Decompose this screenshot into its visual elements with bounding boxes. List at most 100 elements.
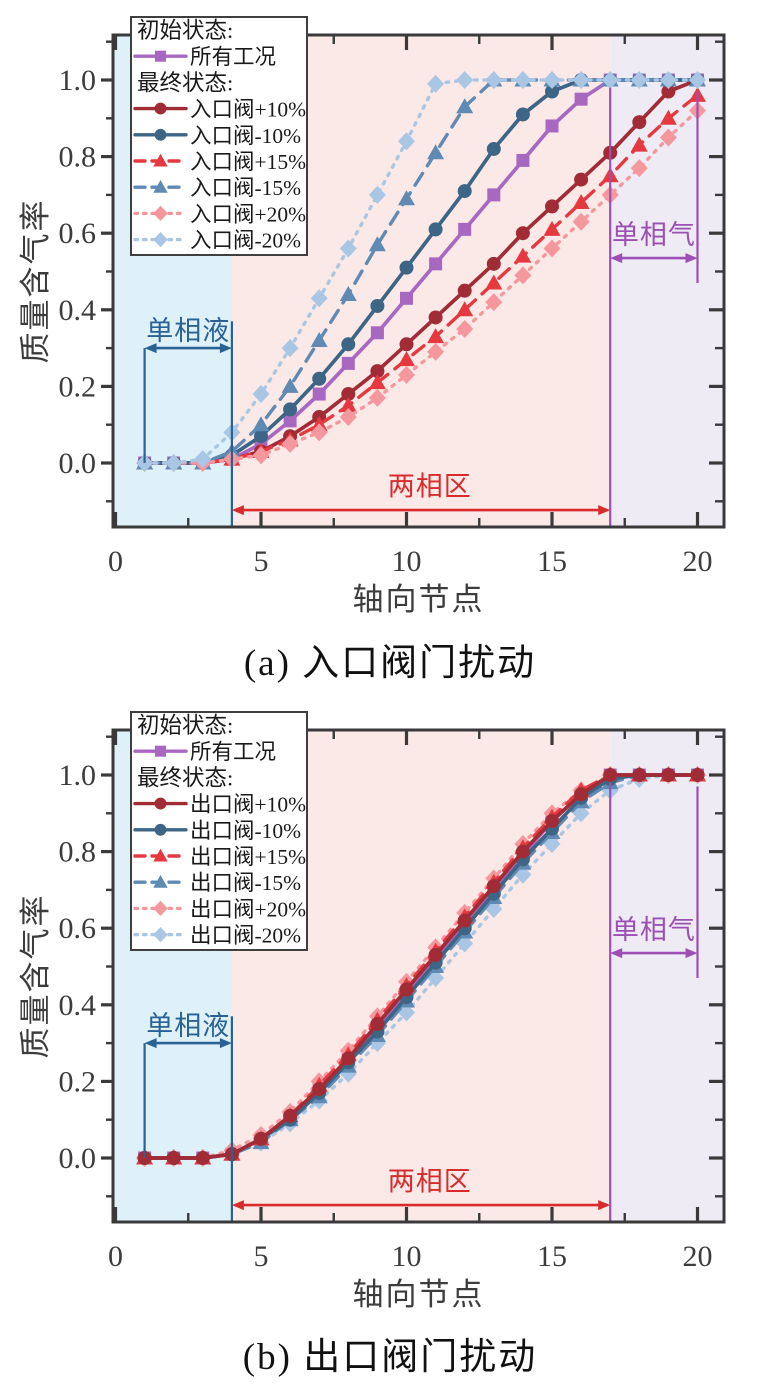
- y-tick-label: 0.4: [59, 294, 97, 327]
- legend-item-inlet-valve-minus-20: 入口阀-20%: [133, 229, 301, 253]
- y-axis-title: 质量含气率: [18, 894, 53, 1059]
- legend-label-inlet-valve-minus-20: 入口阀-20%: [190, 229, 301, 253]
- marker-circle-icon: [428, 948, 443, 963]
- marker-diamond-icon: [659, 128, 677, 147]
- marker-triangle-icon: [427, 328, 445, 344]
- legend-final-header: 最终状态:: [137, 70, 233, 95]
- legend-item-inlet-valve-plus-15: 入口阀+15%: [133, 150, 306, 174]
- marker-diamond-icon: [368, 388, 386, 407]
- y-tick-label: 1.0: [59, 64, 97, 97]
- axes-frame: [111, 33, 726, 529]
- marker-diamond-icon: [543, 71, 561, 89]
- legend-label-initial-all-cases: 所有工况: [190, 45, 276, 69]
- marker-square-icon: [429, 257, 443, 271]
- marker-diamond-icon: [368, 185, 386, 204]
- annotation-single-phase-gas-arrow-left-arrowhead-icon: [610, 948, 623, 959]
- series-inlet-valve-minus-20: [136, 71, 706, 472]
- marker-square-icon: [516, 153, 530, 167]
- legend-item-outlet-valve-minus-20: 出口阀-20%: [133, 924, 301, 948]
- marker-circle-icon: [166, 1151, 181, 1165]
- marker-circle-icon: [341, 1051, 356, 1066]
- y-tick-label: 0.8: [59, 836, 97, 869]
- marker-circle-icon: [399, 982, 414, 997]
- y-tick-label: 0.6: [59, 912, 97, 945]
- marker-circle-icon: [574, 787, 589, 802]
- marker-triangle-icon: [398, 351, 415, 367]
- series-outlet-valve-plus-10: [137, 768, 705, 1165]
- legend-marker-circle-icon: [154, 128, 167, 141]
- marker-diamond-icon: [194, 450, 212, 469]
- y-tick-label: 0.2: [59, 370, 97, 403]
- marker-diamond-icon: [630, 159, 648, 178]
- annotation-single-phase-gas-arrow-right-arrowhead-icon: [685, 948, 698, 959]
- annotation-single-phase-liquid-arrow-right-arrowhead-icon: [219, 343, 232, 354]
- x-tick-label: 0: [108, 1240, 123, 1273]
- marker-triangle-icon: [514, 247, 532, 263]
- annotation-single-phase-gas-arrow-left-arrowhead-icon: [610, 253, 623, 264]
- marker-triangle-icon: [659, 109, 677, 125]
- marker-diamond-icon: [630, 71, 648, 89]
- y-tick-label: 0.0: [59, 447, 97, 480]
- y-tick-label: 1.0: [59, 759, 97, 792]
- marker-diamond-icon: [398, 365, 415, 384]
- marker-triangle-icon: [339, 397, 357, 413]
- marker-circle-icon: [428, 310, 443, 325]
- annotation-single-phase-liquid-arrow-left-arrowhead-icon: [144, 1038, 157, 1049]
- legend-marker-circle-icon: [154, 823, 167, 836]
- y-axis-title: 质量含气率: [18, 199, 53, 364]
- marker-circle-icon: [486, 879, 501, 894]
- marker-circle-icon: [603, 768, 618, 782]
- marker-square-icon: [341, 356, 355, 370]
- legend-item-outlet-valve-plus-15: 出口阀+15%: [133, 845, 306, 869]
- x-tick-label: 5: [254, 545, 269, 578]
- annotation-single-phase-liquid-arrow-left-arrowhead-icon: [144, 343, 157, 354]
- marker-circle-icon: [545, 84, 559, 99]
- marker-diamond-icon: [456, 71, 474, 89]
- x-tick-label: 15: [537, 1240, 567, 1273]
- annotation-two-phase: 两相区: [231, 1167, 611, 1211]
- legend-marker-circle-icon: [154, 797, 167, 810]
- legend-label-inlet-valve-plus-15: 入口阀+15%: [190, 150, 306, 174]
- marker-diamond-icon: [543, 239, 561, 258]
- legend-marker-triangle-icon: [153, 153, 168, 167]
- chart-a-caption: (a) 入口阀门扰动: [243, 643, 537, 684]
- legend-marker-triangle-icon: [153, 179, 168, 193]
- legend-marker-circle-icon: [154, 102, 167, 115]
- legend-initial-header: 初始状态:: [137, 18, 233, 43]
- marker-diamond-icon: [514, 266, 532, 285]
- x-tick-label: 20: [683, 1240, 713, 1273]
- marker-diamond-icon: [339, 239, 357, 258]
- legend-item-inlet-valve-plus-10: 入口阀+10%: [133, 98, 306, 122]
- legend-item-inlet-valve-plus-20: 入口阀+20%: [133, 202, 306, 226]
- x-axis-title: 轴向节点: [353, 1277, 485, 1312]
- marker-diamond-icon: [310, 289, 328, 308]
- y-tick-label: 0.2: [59, 1065, 97, 1098]
- legend-label-outlet-valve-minus-10: 出口阀-10%: [190, 819, 301, 843]
- marker-circle-icon: [195, 1151, 210, 1165]
- marker-triangle-icon: [339, 285, 357, 301]
- x-tick-label: 0: [108, 545, 123, 578]
- marker-circle-icon: [457, 283, 472, 298]
- legend-item-outlet-valve-minus-10: 出口阀-10%: [133, 819, 301, 843]
- annotation-single-phase-gas: 单相气: [609, 782, 699, 1222]
- marker-diamond-icon: [252, 385, 270, 404]
- marker-circle-icon: [312, 1082, 327, 1097]
- legend-label-inlet-valve-plus-20: 入口阀+20%: [190, 202, 306, 226]
- legend-item-outlet-valve-plus-10: 出口阀+10%: [133, 793, 306, 817]
- x-tick-label: 20: [683, 545, 713, 578]
- legend-item-outlet-valve-plus-20: 出口阀+20%: [133, 897, 306, 921]
- marker-diamond-icon: [543, 834, 561, 853]
- marker-circle-icon: [428, 222, 443, 237]
- axis-ticks: [101, 730, 724, 1222]
- marker-triangle-icon: [485, 274, 503, 290]
- legend-marker-square-icon: [154, 50, 167, 62]
- marker-diamond-icon: [281, 434, 299, 453]
- marker-circle-icon: [254, 1131, 268, 1146]
- marker-circle-icon: [515, 844, 530, 859]
- chart-b-caption: (b) 出口阀门扰动: [242, 1337, 538, 1378]
- annotation-single-phase-liquid: 单相液: [143, 316, 233, 527]
